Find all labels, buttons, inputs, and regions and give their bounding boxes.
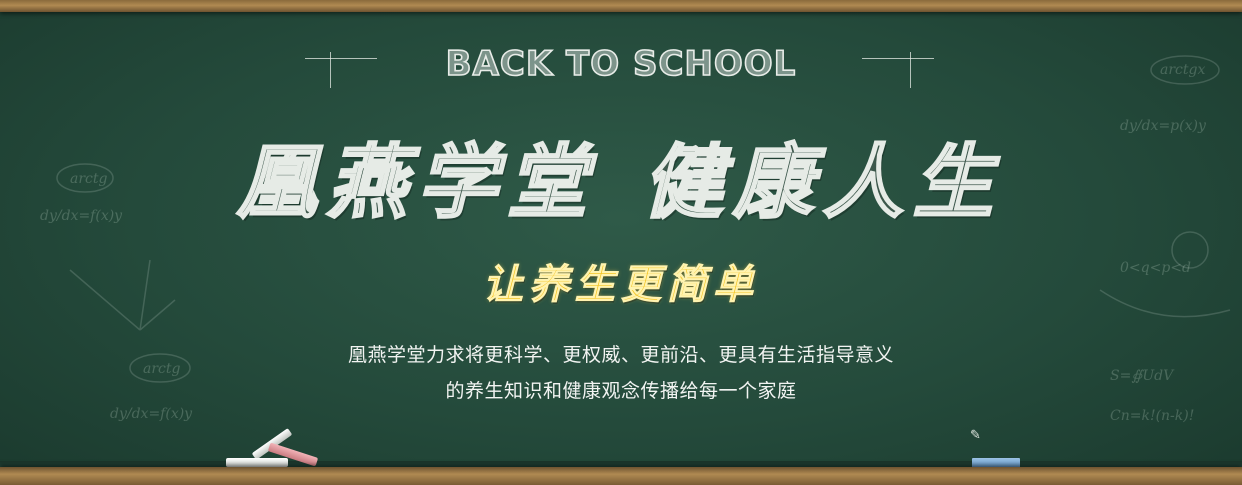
description-line-1: 凰燕学堂力求将更科学、更权威、更前沿、更具有生活指导意义: [347, 344, 894, 366]
doodle-text-right-2: dy/dx=p(x)y: [1120, 118, 1207, 134]
doodle-compass: [69, 259, 176, 331]
deco-line-left: [305, 58, 377, 59]
chalk-piece-icon: ✎: [970, 428, 981, 443]
blackboard-eraser: [972, 458, 1020, 468]
headline-part-2: 健康人生: [642, 134, 1003, 231]
deco-line-right: [862, 58, 934, 59]
doodle-text-left-1: dy/dx=f(x)y: [40, 208, 123, 224]
headline-part-1: 凰燕学堂: [236, 134, 597, 231]
doodle-text-right-3: 0<q<p<d: [1120, 260, 1191, 276]
doodle-ellipse-left-2: [129, 353, 191, 383]
chalk-stick-white: [226, 458, 288, 467]
doodle-text-right-1: arctgx: [1160, 62, 1205, 78]
doodle-ellipse-right: [1150, 55, 1220, 85]
doodle-text-left-2: arctg: [70, 171, 108, 187]
doodle-text-right-5: Cn=k!(n-k)!: [1110, 408, 1194, 424]
doodle-circle-right: [1171, 231, 1209, 269]
deco-tick-right: [910, 52, 911, 88]
chalk-tray: [0, 461, 1242, 467]
headline: 凰燕学堂 健康人生: [180, 118, 1060, 234]
frame-bottom: [0, 467, 1242, 485]
frame-top: [0, 0, 1242, 12]
doodle-ellipse-left: [56, 163, 114, 193]
description-line-2: 的养生知识和健康观念传播给每一个家庭: [445, 380, 797, 402]
doodle-text-left-3: dy/dx=f(x)y: [110, 406, 193, 422]
doodle-text-left-4: arctg: [143, 361, 181, 377]
doodle-curve-right: [1099, 289, 1231, 318]
deco-tick-left: [330, 52, 331, 88]
doodle-text-right-4: S=∯UdV: [1110, 368, 1175, 384]
eyebrow-title: BACK TO SCHOOL: [445, 43, 797, 85]
slogan: 让养生更简单: [483, 261, 759, 309]
